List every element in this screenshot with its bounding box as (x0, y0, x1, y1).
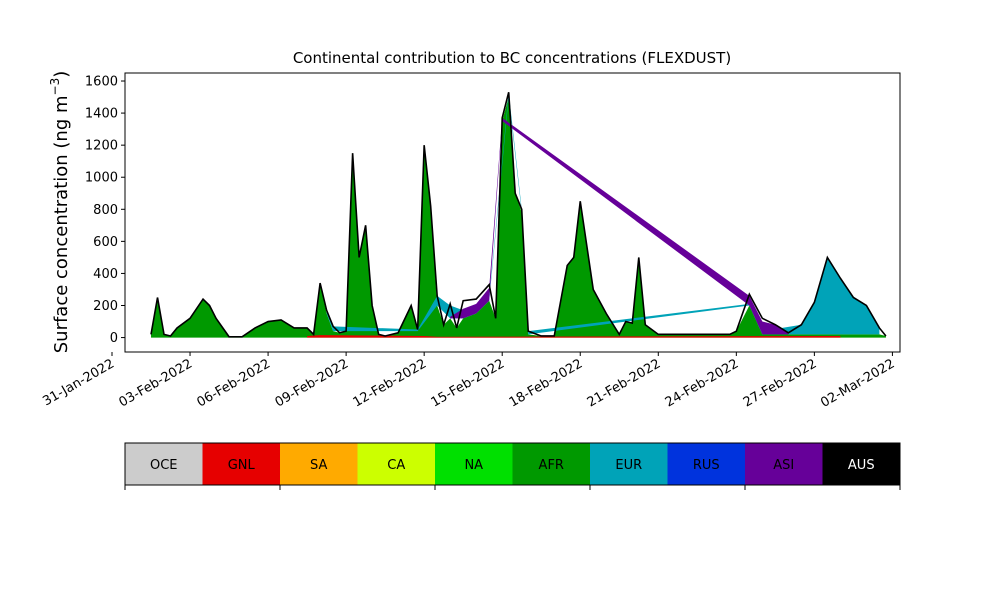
legend-swatch-afr (512, 443, 590, 485)
legend-swatch-oce (125, 443, 203, 485)
x-tick-label: 27-Feb-2022 (741, 356, 820, 410)
series-area-asi (450, 117, 789, 335)
legend-label: OCE (150, 458, 178, 473)
y-tick-label: 1200 (85, 139, 118, 154)
x-tick-label: 02-Mar-2022 (818, 356, 897, 410)
legend-frame (124, 442, 901, 486)
legend-label: AUS (848, 458, 875, 473)
x-tick-label: 21-Feb-2022 (585, 356, 664, 410)
series-area-eur (326, 92, 880, 335)
legend-swatch-gnl (202, 443, 280, 485)
x-tick-label: 31-Jan-2022 (40, 356, 117, 409)
x-tick-label: 18-Feb-2022 (507, 356, 586, 410)
legend-swatch-rus (667, 443, 745, 485)
chart-title: Continental contribution to BC concentra… (293, 49, 731, 67)
legend-label: CA (387, 458, 405, 473)
legend-label: GNL (228, 458, 256, 473)
y-tick-label: 1600 (85, 75, 118, 90)
x-tick-label: 24-Feb-2022 (663, 356, 742, 410)
legend-swatch-eur (590, 443, 668, 485)
x-tick-label: 03-Feb-2022 (116, 356, 195, 410)
legend-label: EUR (615, 458, 642, 473)
y-tick-label: 800 (93, 203, 118, 218)
x-tick-label: 15-Feb-2022 (429, 356, 508, 410)
y-tick-label: 400 (93, 267, 118, 282)
y-tick-label: 600 (93, 235, 118, 250)
y-tick-label: 1400 (85, 107, 118, 122)
legend-swatch-aus (822, 443, 900, 485)
legend-label: ASI (773, 458, 794, 473)
legend-swatch-sa (280, 443, 358, 485)
series-area-afr (151, 97, 886, 338)
legend-swatch-ca (357, 443, 435, 485)
x-tick-label: 12-Feb-2022 (351, 356, 430, 410)
y-axis-label: Surface concentration (ng m−3) (48, 71, 72, 354)
axes-frame (124, 72, 901, 353)
plot-area: 0 200 400 600 800 1000 1200 1400 1600 31-Jan-2022… (40, 72, 901, 411)
legend-label: NA (464, 458, 483, 473)
total-line (150, 92, 887, 338)
y-tick-label: 1000 (85, 171, 118, 186)
x-tick-label: 09-Feb-2022 (273, 356, 352, 410)
legend-label: AFR (539, 458, 564, 473)
legend-label: RUS (693, 458, 720, 473)
x-tick-label: 06-Feb-2022 (195, 356, 274, 410)
legend-swatch-na (435, 443, 513, 485)
legend-swatch-asi (745, 443, 823, 485)
series-area-gnl (307, 335, 841, 338)
y-tick-label: 0 (110, 331, 118, 346)
legend-label: SA (310, 458, 327, 473)
y-tick-label: 200 (93, 299, 118, 314)
colorbar-legend: OCE GNL SA CA NA AFR EUR RUS ASI AUS (124, 442, 901, 490)
